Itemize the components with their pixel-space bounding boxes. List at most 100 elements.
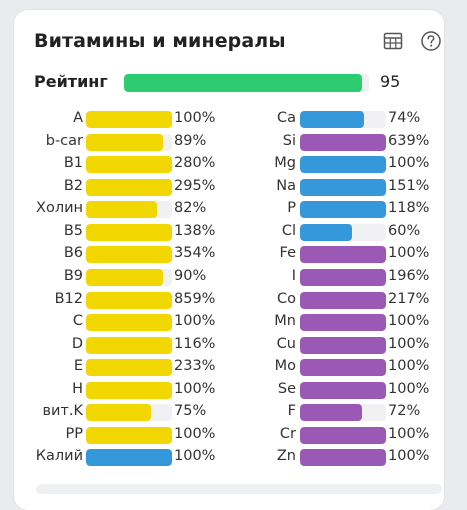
nutrient-row: Zn 100%: [224, 447, 444, 470]
nutrient-bar-fill: [86, 426, 172, 444]
nutrient-label: Mg: [274, 155, 296, 172]
nutrient-row: Cr 100%: [224, 425, 444, 448]
nutrient-row: вит.K 75%: [14, 402, 224, 425]
nutrient-bar: [86, 404, 172, 422]
nutrient-bar-fill: [86, 133, 163, 151]
nutrient-bar: [300, 268, 386, 286]
nutrient-bar: [86, 314, 172, 332]
nutrient-label: Se: [277, 380, 296, 397]
nutrient-label: Холин: [36, 200, 83, 217]
nutrient-bar-fill: [86, 201, 157, 219]
nutrient-bar: [300, 404, 386, 422]
nutrient-bar-fill: [300, 133, 386, 151]
nutrient-label: B6: [63, 245, 83, 262]
nutrient-bar: [86, 111, 172, 128]
next-card-edge: [36, 484, 442, 494]
nutrient-bar-fill: [86, 268, 164, 286]
table-icon[interactable]: [382, 30, 404, 52]
nutrient-bar-fill: [86, 111, 172, 128]
nutrient-percent: 74%: [388, 110, 421, 126]
nutrient-bar-fill: [86, 223, 172, 241]
nutrient-percent: 295%: [174, 177, 216, 194]
nutrient-label: Mo: [274, 358, 296, 375]
minerals-column: Ca 74% Si 639% Mg 100% Na 151% P 118% Cl 60% Fe 100% I…: [224, 109, 444, 470]
nutrient-percent: 100%: [388, 155, 430, 172]
nutrient-bar-fill: [300, 201, 386, 219]
nutrient-percent: 100%: [388, 245, 430, 262]
nutrient-label: Cr: [279, 425, 296, 442]
nutrient-percent: 116%: [174, 335, 216, 352]
nutrient-label: H: [72, 380, 83, 397]
nutrient-bar-fill: [300, 246, 386, 264]
nutrient-percent: 60%: [388, 222, 421, 239]
nutrient-label: Ca: [276, 110, 296, 126]
nutrient-row: Cl 60%: [224, 222, 444, 245]
nutrient-label: B2: [63, 177, 83, 194]
nutrient-bar-fill: [300, 314, 386, 332]
nutrient-row: B2 295%: [14, 177, 224, 200]
nutrient-percent: 859%: [174, 290, 216, 307]
nutrient-label: Cu: [276, 335, 296, 352]
nutrient-row: Холин 82%: [14, 199, 224, 222]
nutrient-label: B9: [63, 267, 83, 284]
nutrient-bar: [300, 426, 386, 444]
nutrient-bar: [300, 449, 386, 467]
nutrient-bar-fill: [300, 268, 386, 286]
nutrient-row: B9 90%: [14, 267, 224, 290]
nutrient-percent: 72%: [388, 403, 421, 420]
nutrient-bar: [300, 178, 386, 196]
nutrient-label: Fe: [279, 245, 296, 262]
nutrient-row: Калий 100%: [14, 447, 224, 470]
nutrient-label: E: [73, 358, 83, 375]
nutrient-bar: [300, 314, 386, 332]
nutrient-label: Mn: [274, 313, 296, 330]
nutrient-bar-fill: [300, 359, 386, 377]
nutrient-bar-fill: [300, 291, 386, 309]
nutrient-percent: 100%: [174, 313, 216, 330]
nutrient-bar-fill: [86, 314, 172, 332]
nutrient-percent: 89%: [174, 132, 207, 149]
rating-bar: [124, 74, 369, 92]
nutrient-row: P 118%: [224, 199, 444, 222]
nutrient-bar-fill: [86, 359, 172, 377]
nutrient-row: Mn 100%: [224, 312, 444, 335]
nutrient-percent: 196%: [388, 267, 430, 284]
nutrient-percent: 100%: [388, 335, 430, 352]
nutrient-bar: [86, 246, 172, 264]
nutrient-percent: 233%: [174, 358, 216, 375]
nutrient-row: b-car 89%: [14, 132, 224, 155]
nutrient-bar-fill: [86, 156, 172, 174]
nutrient-bar: [86, 133, 172, 151]
nutrient-bar: [300, 336, 386, 354]
nutrient-label: Cl: [281, 222, 296, 239]
nutrient-bar-fill: [86, 381, 172, 399]
nutrient-bar: [300, 111, 386, 128]
nutrient-label: Na: [276, 177, 296, 194]
nutrient-row: B5 138%: [14, 222, 224, 245]
nutrient-bar: [86, 291, 172, 309]
nutrient-bar: [300, 359, 386, 377]
nutrient-row: C 100%: [14, 312, 224, 335]
nutrient-bar: [86, 449, 172, 467]
nutrient-row: H 100%: [14, 380, 224, 403]
nutrient-row: Ca 74%: [224, 109, 444, 132]
nutrient-label: B1: [63, 155, 83, 172]
nutrient-bar: [300, 156, 386, 174]
nutrient-bar-fill: [300, 426, 386, 444]
nutrient-label: PP: [65, 425, 84, 442]
nutrient-row: D 116%: [14, 335, 224, 358]
nutrient-label: Co: [277, 290, 296, 307]
nutrient-bar: [300, 246, 386, 264]
nutrient-bar: [300, 381, 386, 399]
nutrient-percent: 217%: [388, 290, 430, 307]
nutrient-percent: 100%: [388, 448, 430, 465]
nutrient-bar-fill: [300, 178, 386, 196]
nutrient-bar: [86, 223, 172, 241]
nutrient-bar-fill: [300, 156, 386, 174]
rating-bar-fill: [124, 74, 362, 92]
nutrient-label: B12: [54, 290, 83, 307]
help-icon[interactable]: [420, 30, 442, 52]
nutrient-label: D: [71, 335, 83, 352]
nutrient-row: Si 639%: [224, 132, 444, 155]
nutrient-label: Si: [282, 132, 296, 149]
